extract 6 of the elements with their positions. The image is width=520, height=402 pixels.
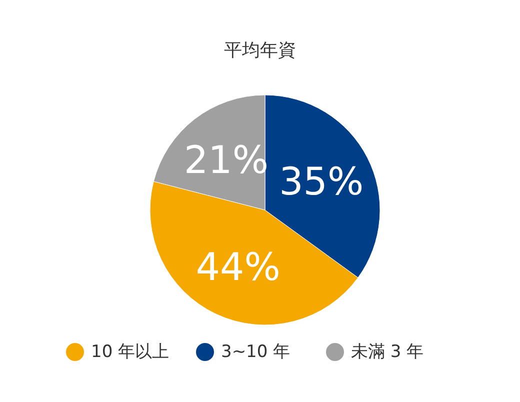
legend-label: 10 年以上	[91, 342, 170, 362]
legend-label: 3~10 年	[221, 342, 290, 362]
data-label: 44%	[196, 245, 280, 290]
data-label: 35%	[279, 159, 364, 204]
chart-title: 平均年資	[224, 40, 296, 61]
legend-label: 未滿 3 年	[351, 342, 424, 362]
